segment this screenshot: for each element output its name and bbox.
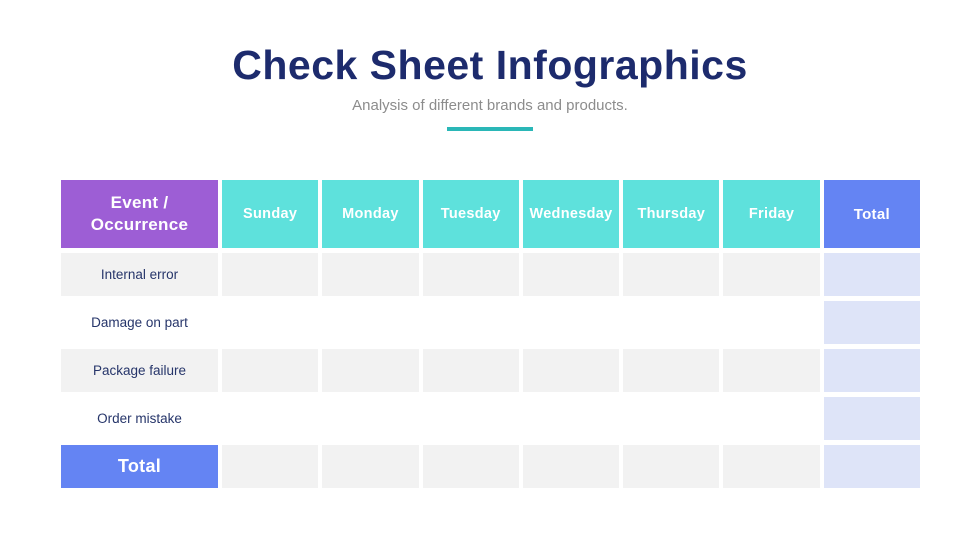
table-cell bbox=[723, 301, 820, 344]
table-cell bbox=[522, 445, 620, 488]
page-subtitle: Analysis of different brands and product… bbox=[352, 97, 628, 114]
table-cell bbox=[222, 445, 319, 488]
header-thursday: Thursday bbox=[623, 180, 720, 248]
check-sheet-table: Event / Occurrence Sunday Monday Tuesday… bbox=[61, 180, 920, 488]
table-cell bbox=[422, 397, 519, 440]
header-event-occurrence: Event / Occurrence bbox=[61, 180, 218, 248]
table-cell bbox=[222, 253, 319, 296]
table-cell-grand-total bbox=[823, 445, 920, 488]
table-cell bbox=[322, 397, 419, 440]
table-cell bbox=[222, 301, 319, 344]
table-cell bbox=[623, 445, 720, 488]
header-sunday: Sunday bbox=[222, 180, 319, 248]
table-cell bbox=[222, 397, 319, 440]
table-cell bbox=[723, 397, 820, 440]
page-title: Check Sheet Infographics bbox=[232, 42, 748, 88]
header-total-column: Total bbox=[823, 180, 920, 248]
table-cell bbox=[322, 445, 419, 488]
table-cell bbox=[422, 445, 519, 488]
table-cell bbox=[322, 349, 419, 392]
table-cell bbox=[422, 301, 519, 344]
header-tuesday: Tuesday bbox=[422, 180, 519, 248]
table-cell bbox=[623, 253, 720, 296]
row-label-package-failure: Package failure bbox=[61, 349, 218, 392]
table-cell bbox=[422, 253, 519, 296]
table-cell-row-total bbox=[823, 301, 920, 344]
table-cell bbox=[623, 349, 720, 392]
header-monday: Monday bbox=[322, 180, 419, 248]
table-cell bbox=[322, 301, 419, 344]
table-cell bbox=[322, 253, 419, 296]
table-cell bbox=[623, 397, 720, 440]
table-cell bbox=[522, 349, 620, 392]
footer-total-label: Total bbox=[61, 445, 218, 488]
row-label-order-mistake: Order mistake bbox=[61, 397, 218, 440]
table-cell bbox=[522, 253, 620, 296]
table-cell bbox=[522, 397, 620, 440]
row-label-damage-on-part: Damage on part bbox=[61, 301, 218, 344]
table-cell bbox=[723, 253, 820, 296]
table-cell-row-total bbox=[823, 349, 920, 392]
header-friday: Friday bbox=[723, 180, 820, 248]
table-cell bbox=[422, 349, 519, 392]
table-cell-row-total bbox=[823, 253, 920, 296]
header-wednesday: Wednesday bbox=[522, 180, 620, 248]
table-cell bbox=[623, 301, 720, 344]
title-accent-underline bbox=[447, 127, 533, 131]
table-cell bbox=[222, 349, 319, 392]
table-cell-row-total bbox=[823, 397, 920, 440]
table-cell bbox=[522, 301, 620, 344]
table-cell bbox=[723, 349, 820, 392]
row-label-internal-error: Internal error bbox=[61, 253, 218, 296]
table-cell bbox=[723, 445, 820, 488]
